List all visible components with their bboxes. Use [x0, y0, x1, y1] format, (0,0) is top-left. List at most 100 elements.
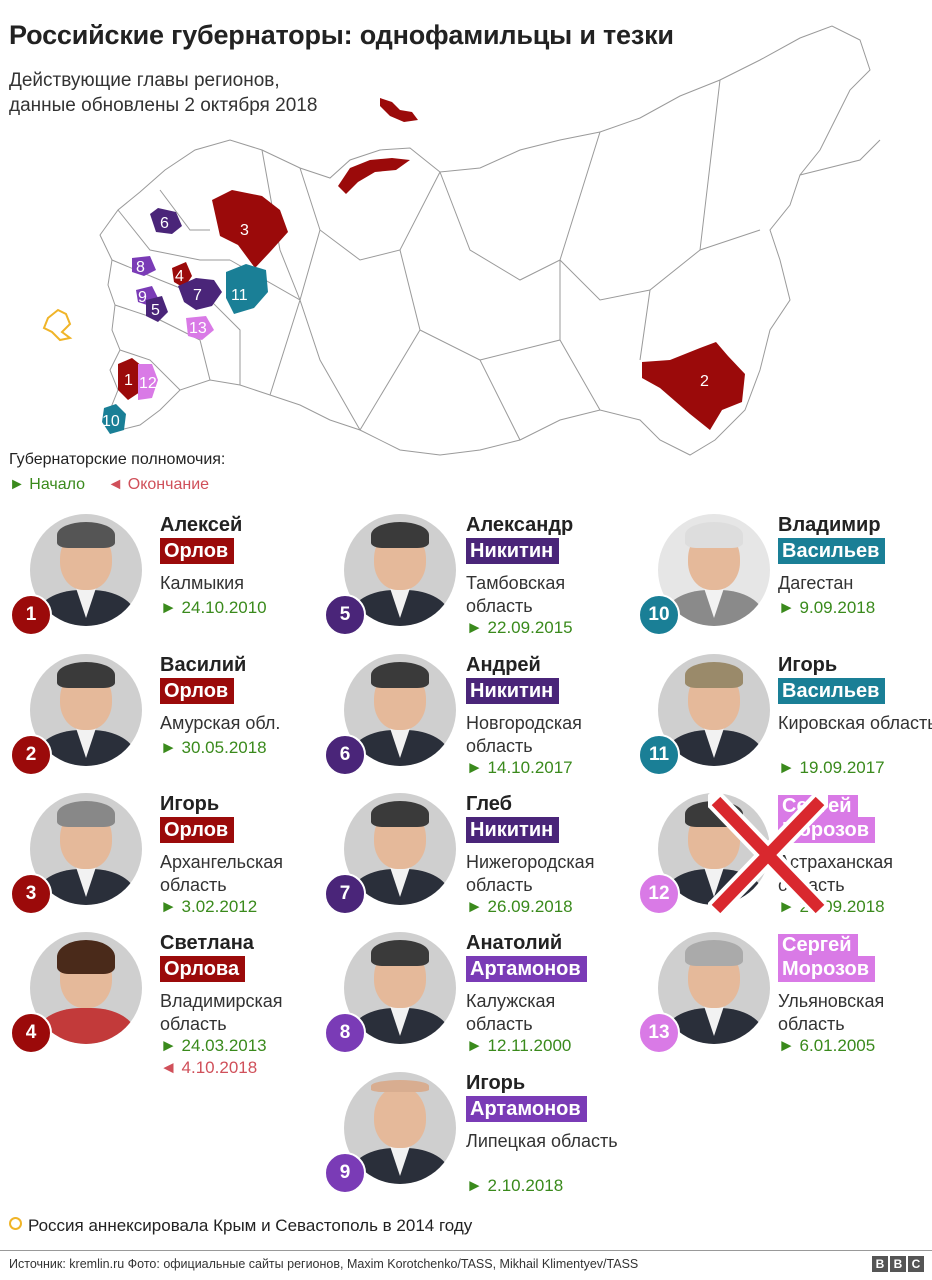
crimea-outline [42, 308, 73, 342]
map-label-8: 8 [136, 259, 145, 276]
governor-last-name: Никитин [466, 538, 560, 564]
governor-first-name: Владимир [778, 514, 881, 536]
map-label-4: 4 [175, 268, 184, 285]
governor-card-13: 13 Сергей Морозов Ульяновская область ► … [638, 932, 932, 1062]
governor-region: Нижегородская область [466, 852, 595, 895]
region-11 [226, 264, 268, 314]
russia-outline [99, 25, 871, 456]
governor-first-name: Алексей [160, 514, 243, 536]
source-credit: Источник: kremlin.ru Фото: официальные с… [9, 1257, 639, 1271]
governor-region: Калужская область [466, 991, 556, 1034]
map-label-13: 13 [189, 320, 207, 337]
governor-card-12: 12 Сергей Морозов Астраханская область ►… [638, 793, 932, 923]
governor-first-name: Светлана [160, 932, 254, 954]
region-13 [186, 316, 214, 340]
governor-last-name: Орлов [160, 678, 235, 704]
map-label-6: 6 [160, 215, 169, 232]
governor-card-9: 9 Игорь Артамонов Липецкая область ► 2.1… [324, 1072, 624, 1202]
governor-last-name: Артамонов [466, 956, 587, 982]
governor-number: 4 [10, 1012, 52, 1054]
governor-region: Дагестан [778, 573, 854, 593]
governor-photo [30, 932, 142, 1044]
governor-start-date: ► 9.09.2018 [778, 598, 876, 617]
governor-region: Липецкая область [466, 1131, 618, 1151]
russia-map: 3 2 6 4 7 11 8 9 5 13 1 12 10 [42, 25, 881, 456]
region-10 [102, 404, 126, 434]
governor-first-name: Сергей [778, 934, 858, 957]
governor-first-name: Игорь [160, 793, 220, 815]
map-label-3: 3 [240, 222, 249, 239]
governor-region: Новгородская область [466, 713, 582, 756]
governor-card-5: 5 Александр Никитин Тамбовская область ►… [324, 514, 624, 644]
region-8 [132, 256, 156, 276]
legend-heading: Губернаторские полномочия: [9, 451, 226, 468]
governor-start-date: ► 30.05.2018 [160, 738, 267, 757]
map-label-5: 5 [151, 302, 160, 319]
governor-last-name: Никитин [466, 817, 560, 843]
governor-end-date: ◄ 4.10.2018 [160, 1058, 258, 1077]
region-3 [212, 190, 288, 268]
region-1 [118, 358, 142, 400]
governor-first-name: Игорь [466, 1072, 526, 1094]
governor-last-name: Морозов [778, 956, 876, 982]
governor-region: Тамбовская область [466, 573, 566, 616]
governor-start-date: ► 22.09.2015 [466, 618, 573, 637]
governor-start-date: ► 14.10.2017 [466, 758, 573, 777]
governor-first-name: Анатолий [466, 932, 563, 954]
governor-number: 6 [324, 734, 366, 776]
governor-card-7: 7 Глеб Никитин Нижегородская область ► 2… [324, 793, 624, 923]
governor-photo [658, 654, 770, 766]
governor-start-date: ► 24.03.2013 [160, 1036, 267, 1055]
governor-region: Ульяновская область [778, 991, 885, 1034]
governor-number: 5 [324, 594, 366, 636]
subtitle: Действующие главы регионов, данные обнов… [9, 68, 317, 118]
footnote-text: Россия аннексировала Крым и Севастополь … [28, 1216, 473, 1235]
governor-start-date: ► 12.11.2000 [466, 1036, 572, 1055]
subtitle-line-1: Действующие главы регионов, [9, 70, 280, 91]
governor-last-name: Орлов [160, 817, 235, 843]
governor-last-name: Орлов [160, 538, 235, 564]
governor-number: 10 [638, 594, 680, 636]
map-label-2: 2 [700, 373, 709, 390]
region-5 [146, 296, 168, 322]
region-2 [642, 342, 745, 430]
bbc-logo: B B C [872, 1256, 924, 1272]
governor-start-date: ► 24.10.2010 [160, 598, 267, 617]
governor-card-4: 4 Светлана Орлова Владимирская область ►… [10, 932, 310, 1077]
governor-region: Архангельская область [160, 852, 284, 895]
governor-card-6: 6 Андрей Никитин Новгородская область ► … [324, 654, 624, 784]
map-label-9: 9 [138, 289, 147, 306]
governor-last-name: Орлова [160, 956, 246, 982]
governor-photo [344, 1072, 456, 1184]
circle-icon [9, 1217, 22, 1230]
map-label-1: 1 [124, 372, 133, 389]
governor-number: 8 [324, 1012, 366, 1054]
governor-photo [658, 514, 770, 626]
governor-first-name: Глеб [466, 793, 512, 815]
governor-first-name: Игорь [778, 654, 838, 676]
governor-number: 2 [10, 734, 52, 776]
governor-region: Амурская обл. [160, 713, 281, 733]
governor-last-name: Никитин [466, 678, 560, 704]
footnote: Россия аннексировала Крым и Севастополь … [9, 1216, 472, 1236]
region-4 [172, 262, 192, 288]
governor-card-10: 10 Владимир Васильев Дагестан ► 9.09.201… [638, 514, 932, 644]
governor-number: 9 [324, 1152, 366, 1194]
region-12 [138, 364, 158, 400]
subtitle-line-2: данные обновлены 2 октября 2018 [9, 95, 318, 116]
governor-number: 7 [324, 873, 366, 915]
governor-start-date: ► 19.09.2017 [778, 758, 885, 777]
governor-start-date: ► 2.10.2018 [466, 1176, 564, 1195]
governor-card-8: 8 Анатолий Артамонов Калужская область ►… [324, 932, 624, 1062]
governor-card-11: 11 Игорь Васильев Кировская область ► 19… [638, 654, 932, 784]
cross-icon [708, 793, 828, 917]
governor-number: 1 [10, 594, 52, 636]
governor-number: 11 [638, 734, 680, 776]
legend: Губернаторские полномочия: ► Начало ◄ Ок… [9, 447, 225, 497]
map-label-12: 12 [139, 375, 157, 392]
map-label-7: 7 [193, 287, 202, 304]
divider [0, 1250, 932, 1251]
governor-first-name: Василий [160, 654, 247, 676]
governor-region: Кировская область [778, 713, 932, 733]
governor-card-2: 2 Василий Орлов Амурская обл. ► 30.05.20… [10, 654, 310, 784]
